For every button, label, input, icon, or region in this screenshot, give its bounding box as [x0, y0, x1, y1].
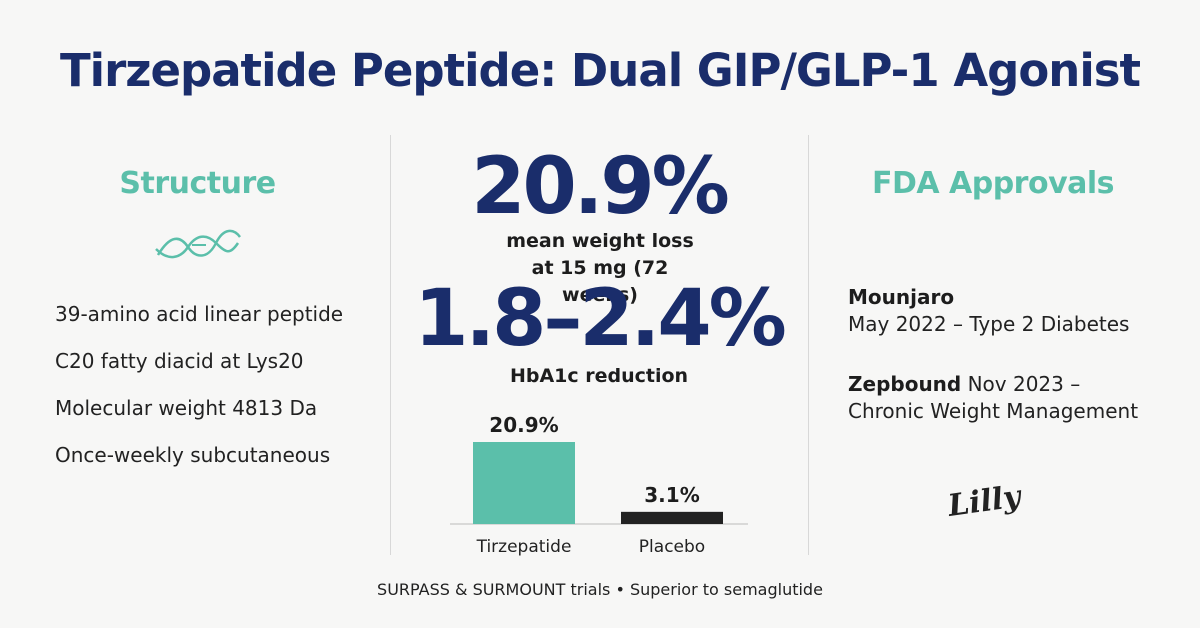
stat-value: 1.8–2.4% — [414, 274, 787, 364]
structure-item: Once-weekly subcutaneous — [55, 443, 331, 467]
stat-label: mean weight loss at 15 mg (72 weeks) — [506, 230, 694, 306]
approval-text: Nov 2023 – Chronic Weight Management — [848, 372, 1139, 423]
approval-text: May 2022 – Type 2 Diabetes — [848, 312, 1130, 336]
value-label: 3.1% — [644, 483, 699, 507]
approval: Mounjaro May 2022 – Type 2 Diabetes — [848, 284, 1158, 338]
title: Tirzepatide Peptide: Dual GIP/GLP-1 Agon… — [59, 44, 1141, 97]
peptide-icon — [155, 229, 241, 259]
structure-item: C20 fatty diacid at Lys20 — [55, 349, 304, 373]
bar — [473, 442, 575, 524]
approval: Zepbound Nov 2023 – Chronic Weight Manag… — [848, 371, 1158, 425]
divider — [390, 135, 391, 555]
bar-chart: 20.9% Tirzepatide 3.1% Placebo — [450, 413, 748, 557]
drug-name: Mounjaro — [848, 285, 955, 309]
footer: SURPASS & SURMOUNT trials • Superior to … — [377, 580, 823, 599]
category-label: Placebo — [639, 537, 705, 557]
structure-item: Molecular weight 4813 Da — [55, 396, 318, 420]
divider — [808, 135, 809, 555]
section-heading: Structure — [119, 166, 276, 201]
value-label: 20.9% — [489, 413, 558, 437]
category-label: Tirzepatide — [476, 537, 572, 557]
stat-label: HbA1c reduction — [509, 365, 689, 387]
structure-item: 39-amino acid linear peptide — [55, 302, 344, 326]
section-heading: FDA Approvals — [871, 166, 1115, 201]
bar — [621, 511, 723, 524]
logo: Lilly — [945, 479, 1023, 524]
drug-name: Zepbound — [848, 372, 962, 396]
stat-value: 20.9% — [471, 142, 730, 232]
